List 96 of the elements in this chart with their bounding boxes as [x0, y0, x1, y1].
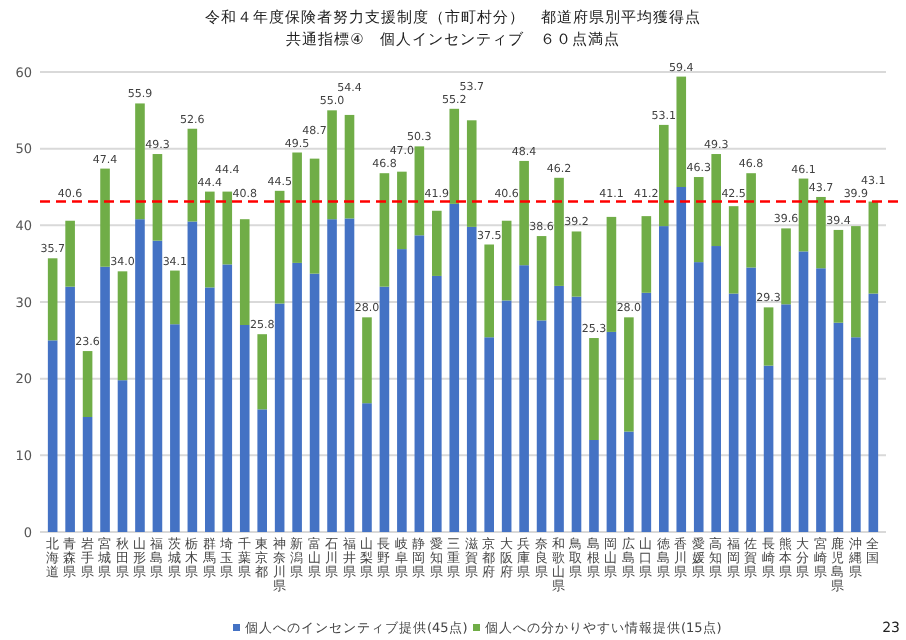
bar	[851, 337, 861, 532]
bar	[798, 178, 809, 252]
bar	[222, 191, 233, 265]
bar	[170, 324, 180, 532]
bar	[170, 270, 180, 325]
bar	[100, 168, 110, 267]
bar	[693, 177, 704, 263]
bar	[309, 273, 320, 532]
bar	[152, 154, 163, 241]
bar	[711, 154, 721, 247]
bar	[676, 187, 687, 532]
bar	[65, 286, 75, 532]
bar	[205, 287, 215, 532]
bar	[484, 244, 494, 338]
bar	[851, 226, 861, 338]
bar	[693, 262, 704, 532]
bar	[501, 220, 512, 301]
bar	[606, 331, 617, 532]
bar	[135, 219, 145, 532]
bar	[641, 292, 652, 532]
bar	[868, 201, 879, 294]
bar	[659, 226, 669, 532]
bar	[432, 275, 442, 532]
bar	[397, 249, 407, 532]
bar	[763, 365, 774, 532]
bar	[327, 110, 337, 220]
bar	[746, 267, 756, 532]
bar	[711, 246, 721, 532]
bar	[798, 251, 809, 532]
bar	[47, 258, 58, 341]
bar	[833, 322, 844, 532]
bar	[239, 219, 250, 325]
bar	[816, 268, 826, 532]
bar	[117, 271, 128, 381]
bar	[449, 203, 460, 532]
bar	[554, 177, 564, 286]
bar	[274, 190, 285, 304]
bar	[606, 216, 617, 332]
bar	[362, 403, 372, 532]
bar	[466, 120, 477, 227]
bar	[519, 265, 529, 532]
bar	[274, 303, 285, 532]
bar	[82, 351, 93, 417]
bar	[763, 307, 774, 366]
bar	[205, 191, 215, 288]
bar	[659, 124, 669, 227]
bar	[641, 216, 652, 293]
bar	[571, 231, 582, 297]
bar	[309, 158, 320, 274]
bar	[501, 300, 512, 532]
bar	[484, 337, 494, 532]
bar	[187, 128, 198, 222]
bar	[100, 266, 110, 532]
bar	[152, 240, 163, 532]
bar	[397, 171, 407, 250]
bar	[833, 229, 844, 323]
bar	[239, 325, 250, 532]
bar	[65, 220, 75, 287]
bar	[362, 317, 372, 404]
bar	[449, 108, 460, 204]
bar	[292, 262, 302, 532]
bar	[117, 380, 128, 532]
bar	[222, 264, 233, 532]
bar	[344, 114, 355, 219]
bar	[676, 76, 687, 187]
bar	[466, 226, 477, 532]
bar	[257, 334, 267, 410]
bar	[327, 219, 337, 532]
bar	[746, 173, 756, 268]
bar	[292, 152, 302, 263]
bar	[344, 218, 355, 532]
bar	[589, 338, 599, 440]
bar	[187, 221, 198, 532]
bar	[868, 293, 879, 532]
bar	[624, 431, 634, 532]
bar	[781, 228, 791, 305]
bar	[135, 103, 145, 220]
bar	[519, 160, 529, 266]
bar	[82, 417, 93, 532]
bar	[432, 210, 442, 276]
bar	[554, 285, 564, 532]
bar	[624, 317, 634, 432]
bar	[379, 173, 390, 287]
bar	[47, 340, 58, 532]
bar	[816, 196, 826, 269]
bar	[571, 296, 582, 532]
bar	[414, 235, 425, 532]
bar	[536, 236, 547, 321]
bar	[414, 146, 425, 236]
bar	[589, 440, 599, 532]
bar	[728, 206, 739, 294]
bar	[728, 293, 739, 532]
bar	[536, 320, 547, 532]
bar	[781, 304, 791, 532]
bar	[257, 409, 267, 532]
bar	[379, 286, 390, 532]
